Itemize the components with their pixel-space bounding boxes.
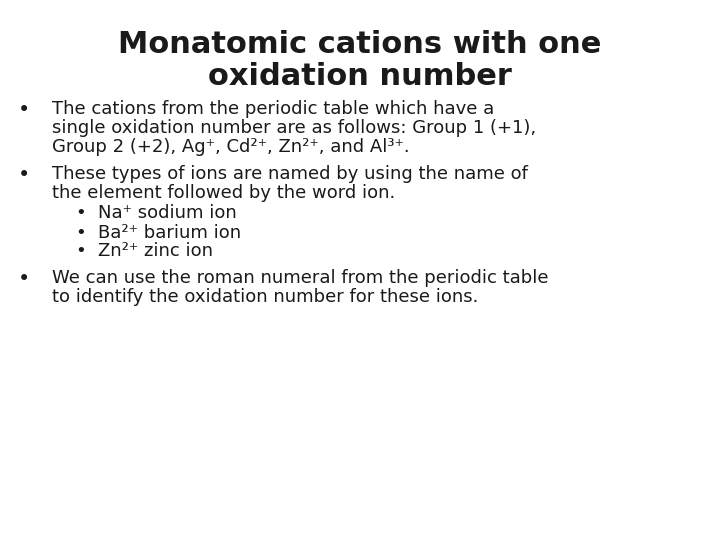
Text: Monatomic cations with one: Monatomic cations with one [118,30,602,59]
Text: •: • [18,100,30,120]
Text: These types of ions are named by using the name of: These types of ions are named by using t… [52,165,528,183]
Text: •: • [75,224,86,241]
Text: The cations from the periodic table which have a: The cations from the periodic table whic… [52,100,494,118]
Text: Zn²⁺ zinc ion: Zn²⁺ zinc ion [98,242,213,260]
Text: Group 2 (+2), Ag⁺, Cd²⁺, Zn²⁺, and Al³⁺.: Group 2 (+2), Ag⁺, Cd²⁺, Zn²⁺, and Al³⁺. [52,138,410,156]
Text: We can use the roman numeral from the periodic table: We can use the roman numeral from the pe… [52,269,549,287]
Text: to identify the oxidation number for these ions.: to identify the oxidation number for the… [52,288,478,306]
Text: oxidation number: oxidation number [208,62,512,91]
Text: single oxidation number are as follows: Group 1 (+1),: single oxidation number are as follows: … [52,119,536,137]
Text: •: • [75,205,86,222]
Text: •: • [75,242,86,260]
Text: Na⁺ sodium ion: Na⁺ sodium ion [98,205,237,222]
Text: •: • [18,165,30,185]
Text: •: • [18,269,30,289]
Text: the element followed by the word ion.: the element followed by the word ion. [52,184,395,201]
Text: Ba²⁺ barium ion: Ba²⁺ barium ion [98,224,241,241]
